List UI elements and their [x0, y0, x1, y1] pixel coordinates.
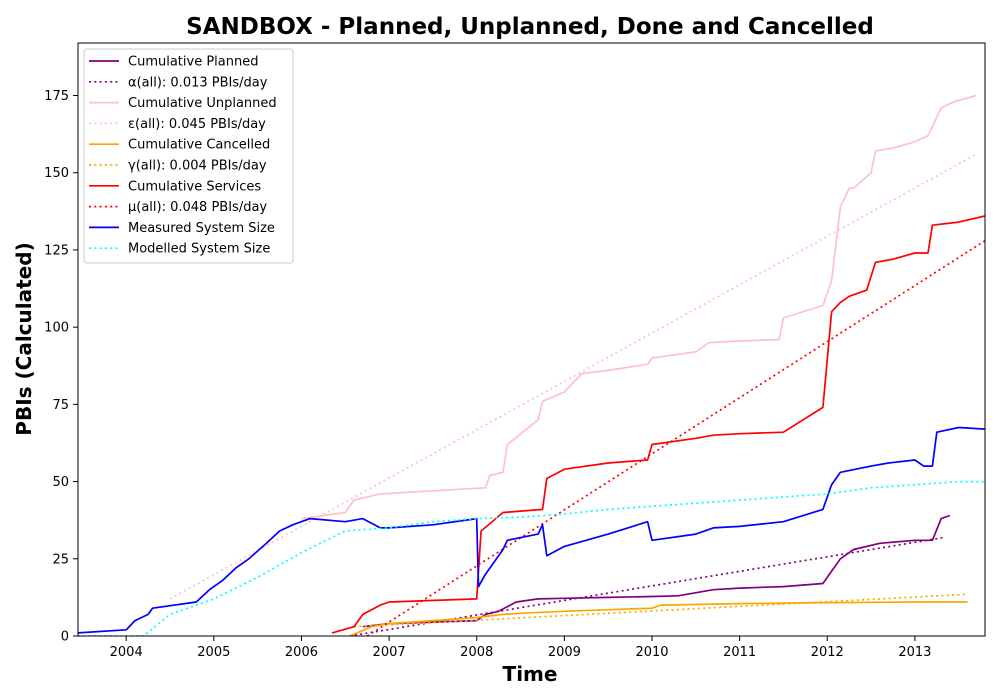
series-line-2	[301, 94, 977, 520]
legend-label-3: ε(all): 0.045 PBIs/day	[128, 117, 266, 132]
legend-label-7: μ(all): 0.048 PBIs/day	[128, 200, 267, 215]
plot-frame	[77, 42, 986, 637]
x-tick-label: 2011	[723, 645, 756, 660]
series-line-5	[353, 593, 968, 628]
y-tick-label: 50	[52, 475, 69, 490]
legend: Cumulative Planned α(all): 0.013 PBIs/day…	[83, 48, 294, 264]
x-axis-ticks: 2004 2005 2006 2007 2008 2009 2010 2011 2012 2013	[110, 636, 931, 660]
legend-label-8: Measured System Size	[128, 221, 275, 236]
legend-label-2: Cumulative Unplanned	[128, 96, 277, 111]
legend-label-4: Cumulative Cancelled	[128, 138, 270, 153]
series-line-7	[366, 239, 985, 636]
series-line-1	[349, 536, 946, 636]
y-tick-label: 0	[61, 630, 69, 645]
x-tick-label: 2008	[460, 645, 493, 660]
x-tick-label: 2013	[898, 645, 931, 660]
x-tick-label: 2006	[285, 645, 318, 660]
chart-title: SANDBOX - Planned, Unplanned, Done and C…	[186, 14, 874, 40]
y-tick-label: 125	[44, 243, 69, 258]
legend-box	[83, 48, 294, 264]
x-tick-label: 2012	[811, 645, 844, 660]
series-line-8	[78, 426, 985, 634]
series-line-4	[349, 601, 968, 636]
y-axis-label: PBIs (Calculated)	[12, 242, 36, 435]
y-tick-label: 100	[44, 321, 69, 336]
y-tick-label: 150	[44, 166, 69, 181]
x-tick-label: 2005	[197, 645, 230, 660]
x-tick-label: 2010	[635, 645, 668, 660]
series-layer	[78, 94, 985, 636]
y-axis-ticks: 0 25 50 75 100 125 150 175	[44, 89, 78, 645]
series-line-6	[331, 215, 985, 634]
legend-label-5: γ(all): 0.004 PBIs/day	[128, 159, 267, 174]
legend-label-9: Modelled System Size	[128, 242, 270, 257]
x-tick-label: 2007	[373, 645, 406, 660]
x-axis-label: Time	[503, 662, 558, 686]
legend-label-1: α(all): 0.013 PBIs/day	[128, 75, 268, 90]
x-tick-label: 2009	[548, 645, 581, 660]
y-tick-label: 25	[52, 552, 69, 567]
series-line-0	[362, 514, 951, 628]
legend-label-6: Cumulative Services	[128, 179, 261, 194]
series-line-9	[78, 480, 985, 636]
legend-label-0: Cumulative Planned	[128, 55, 258, 70]
x-tick-label: 2004	[110, 645, 143, 660]
y-tick-label: 75	[52, 398, 69, 413]
y-tick-label: 175	[44, 89, 69, 104]
